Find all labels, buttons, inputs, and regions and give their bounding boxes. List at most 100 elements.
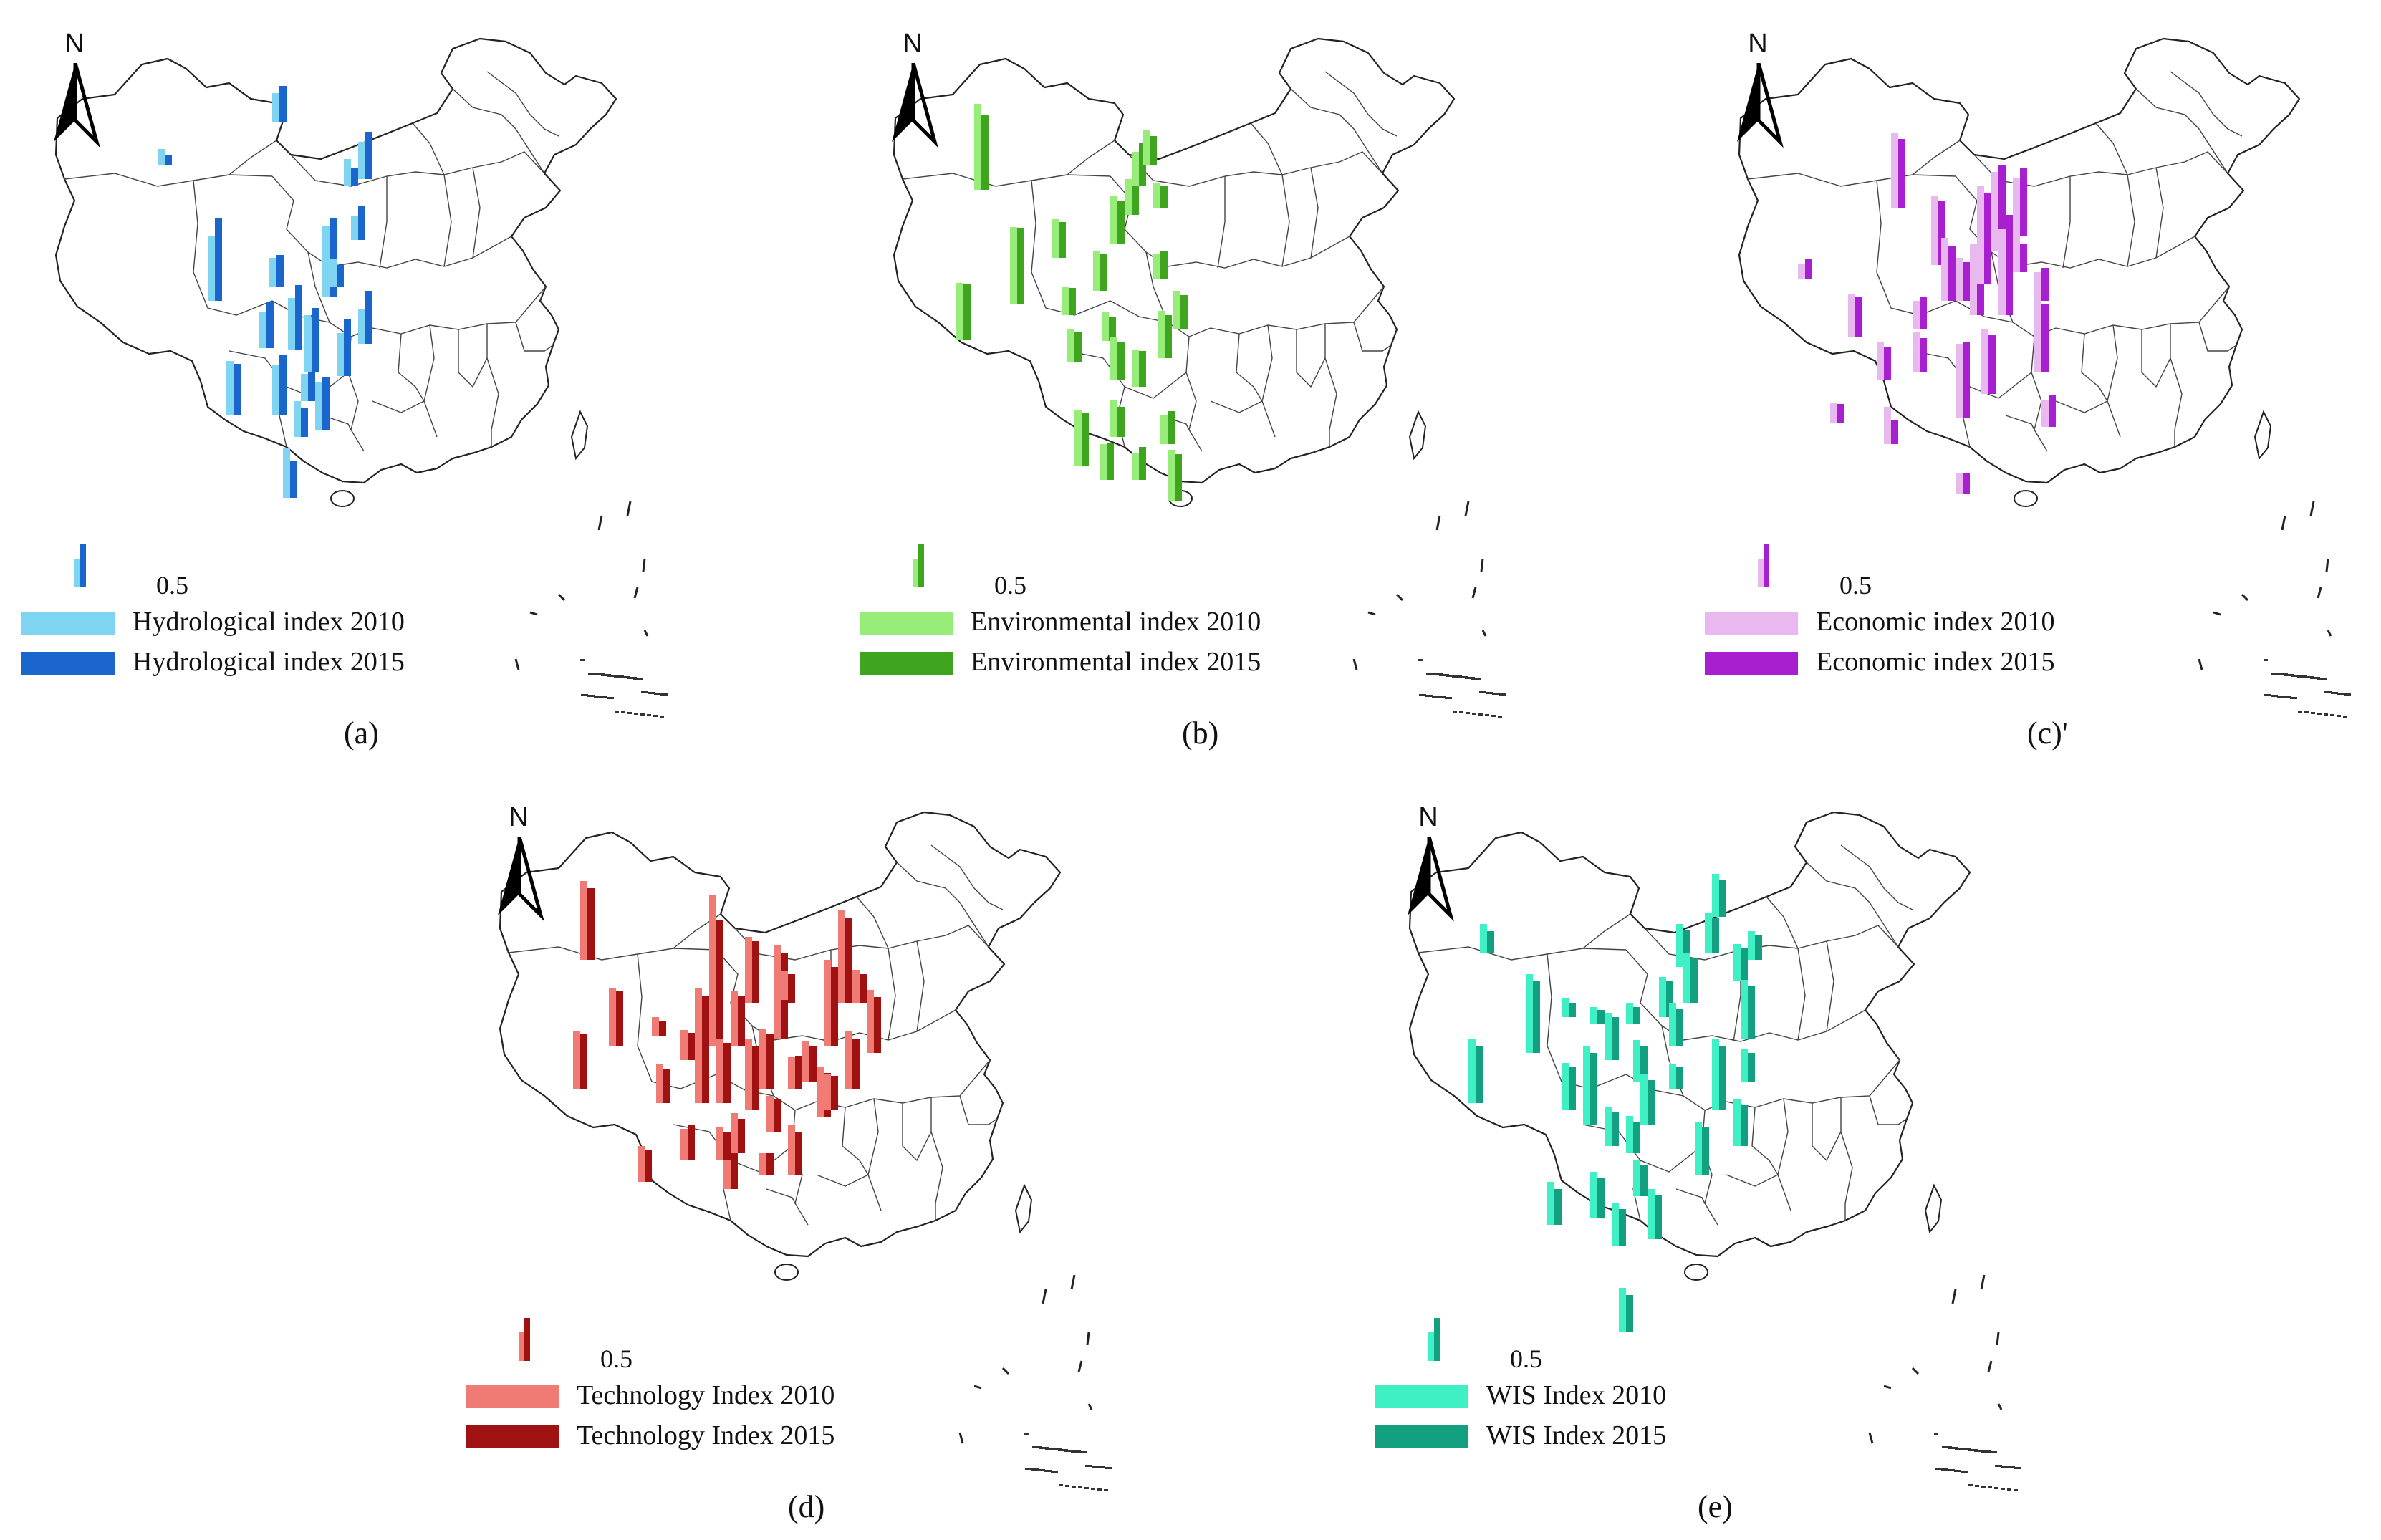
islet-mark <box>1025 1468 1032 1470</box>
legend: Environmental index 2010 Environmental in… <box>860 606 1361 686</box>
bar-2015 <box>1648 1080 1655 1125</box>
bar-2010 <box>2013 234 2020 272</box>
bar-2015 <box>831 967 838 1046</box>
bar-2010 <box>1125 179 1132 215</box>
bar-2010 <box>1991 172 1998 251</box>
bar-2010 <box>759 1029 766 1089</box>
bar-2010 <box>1669 1064 1676 1089</box>
islet-mark <box>607 697 614 699</box>
bar-2010 <box>288 298 295 350</box>
bar-2010 <box>1659 977 1666 1017</box>
boundary-dash <box>626 501 632 516</box>
boundary-dash <box>1001 1367 1010 1375</box>
legend-swatch <box>466 1425 559 1448</box>
bar-2015 <box>1748 986 1755 1039</box>
china-province-map <box>893 37 1506 718</box>
province-border <box>867 1098 882 1211</box>
bar-2010 <box>1748 931 1755 960</box>
bar-2010 <box>974 104 981 190</box>
bar-2010 <box>2041 400 2049 427</box>
scale-reference: 0.5 <box>1739 530 1882 600</box>
province-border <box>1124 372 1187 399</box>
province-border <box>2081 333 2108 402</box>
province-border <box>1031 180 1111 316</box>
bar-2010 <box>1676 924 1683 967</box>
legend-item: Technology Index 2015 <box>466 1420 967 1460</box>
bar-2015 <box>344 319 351 376</box>
bar-2015 <box>1920 338 1927 372</box>
bar-2015 <box>1755 935 1762 960</box>
bar-2010 <box>358 309 365 344</box>
province-border <box>1418 946 1627 961</box>
bar-2010 <box>1977 186 1984 215</box>
bar-2010 <box>1143 130 1150 165</box>
islet-mark <box>1024 1433 1029 1435</box>
islet-mark <box>1091 1488 1095 1490</box>
province-border <box>1250 122 1283 175</box>
province-border <box>193 180 273 316</box>
bar-2010 <box>745 1039 752 1110</box>
province-border <box>816 1059 991 1108</box>
boundary-dash <box>1481 630 1487 637</box>
islet-mark <box>2304 711 2309 713</box>
bar-2015 <box>1168 411 1175 444</box>
islet-mark <box>1039 1447 1049 1449</box>
bar-2010 <box>1998 229 2006 315</box>
bar-2015 <box>1597 1010 1605 1024</box>
boundary-dash <box>1471 587 1477 599</box>
bar-2010 <box>852 970 860 1003</box>
bar-2015 <box>795 1056 802 1089</box>
china-province-map <box>1408 811 2021 1491</box>
bar-2010 <box>351 216 358 240</box>
bar-2010 <box>1633 1160 1640 1196</box>
islet-mark <box>1988 1486 1992 1488</box>
bar-2015 <box>963 284 971 340</box>
province-border <box>1840 1097 1853 1221</box>
legend-item: Economic index 2010 <box>1705 606 2206 646</box>
bar-2015 <box>852 1039 860 1089</box>
bar-2010 <box>817 1067 824 1117</box>
legend-item: WIS Index 2010 <box>1375 1380 1877 1420</box>
bar-2010 <box>1941 238 1948 301</box>
bar-2015 <box>1150 136 1157 165</box>
bar-2010 <box>1562 998 1569 1017</box>
islet-mark <box>1955 1448 1965 1450</box>
legend-item: Hydrological index 2015 <box>21 646 523 686</box>
province-border <box>2012 236 2195 269</box>
bar-2015 <box>1948 246 1956 301</box>
islet-mark <box>2331 692 2338 694</box>
islet-mark <box>1044 1470 1052 1472</box>
bar-2015 <box>1554 1189 1562 1225</box>
boundary-dash <box>1087 1403 1093 1410</box>
bar-2015 <box>1719 880 1726 917</box>
legend-label: Environmental index 2015 <box>971 647 1261 677</box>
bar-2010 <box>259 312 266 348</box>
islet-mark <box>1485 714 1489 716</box>
bar-2010 <box>1153 254 1160 279</box>
bar-2010 <box>1562 1063 1569 1110</box>
boundary-dash <box>1951 1289 1957 1304</box>
province-border <box>2141 329 2171 388</box>
map-panel-e: N 0.5 WIS Index 2010 WIS Index 2015 (e) <box>1368 788 2156 1540</box>
bar-2015 <box>663 1069 670 1103</box>
bar-2010 <box>745 937 752 1003</box>
bar-2015 <box>312 308 319 372</box>
boundary-dash <box>633 587 639 599</box>
boundary-dash <box>1911 1367 1920 1375</box>
bar-2010 <box>226 361 234 415</box>
islet-mark <box>2001 1466 2009 1468</box>
province-border <box>1185 336 1203 452</box>
bar-2010 <box>1526 974 1533 1053</box>
province-border <box>2155 167 2164 259</box>
province-border <box>229 140 277 175</box>
boundary-dash <box>1997 1403 2003 1410</box>
bar-2010 <box>1956 258 1963 301</box>
islet-mark <box>640 713 645 716</box>
province-border <box>902 1103 932 1162</box>
bar-2010 <box>956 283 963 340</box>
islet-mark <box>1491 715 1496 717</box>
bar-2010 <box>1741 980 1748 1039</box>
bar-2015 <box>587 888 595 960</box>
legend-swatch <box>1375 1425 1468 1448</box>
province-border <box>1726 1174 1779 1187</box>
